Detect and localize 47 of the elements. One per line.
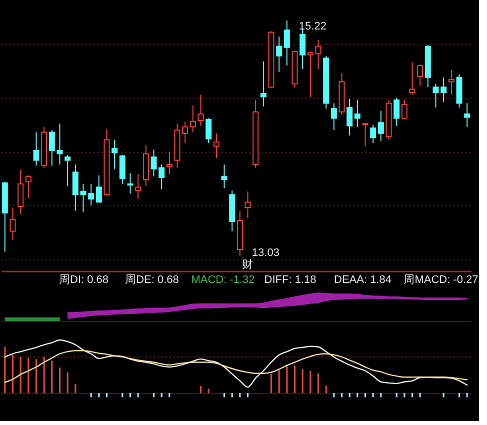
candlestick (260, 60, 266, 107)
candlestick (276, 36, 282, 73)
text: 周MACD: -0.27 (404, 274, 478, 286)
candlestick (378, 110, 384, 142)
candlestick (315, 39, 322, 70)
text: 周DE: 0.68 (125, 274, 179, 286)
candlestick (300, 28, 306, 70)
candlestick (448, 69, 454, 96)
candlestick (18, 169, 24, 215)
candlestick (464, 102, 470, 128)
text: 周DI: 0.68 (59, 274, 109, 286)
candlestick (135, 174, 142, 200)
candlestick (244, 190, 251, 219)
candlestick (10, 207, 16, 240)
annotation: 13.03 (252, 246, 280, 259)
candlestick (330, 102, 337, 131)
candlestick (127, 172, 134, 194)
text: DEAA: 1.84 (334, 274, 392, 286)
candlestick (198, 94, 204, 126)
candlestick (112, 139, 118, 170)
candlestick (354, 100, 360, 128)
candlestick (417, 64, 424, 87)
candlestick (64, 154, 71, 187)
candlestick (206, 118, 212, 144)
candlestick (213, 132, 220, 159)
candlestick (409, 62, 416, 96)
candlestick (72, 164, 78, 212)
candlestick (401, 100, 408, 120)
candlestick (362, 122, 368, 147)
candlestick (119, 154, 126, 184)
candlestick (307, 51, 314, 98)
candlestick (33, 132, 40, 166)
candlestick (284, 20, 290, 66)
candlestick (190, 104, 196, 133)
candlestick (48, 130, 55, 166)
candlestick (96, 174, 102, 203)
candlestick (394, 97, 400, 126)
candlestick (221, 164, 228, 189)
candlestick (56, 123, 63, 166)
candlestick (166, 151, 172, 175)
text: DIFF: 1.18 (264, 274, 316, 286)
annotation: 15.22 (298, 20, 326, 32)
annotation: 财 (242, 258, 253, 271)
candlestick (370, 124, 376, 144)
text: MACD: -1.32 (191, 274, 255, 286)
candlestick (25, 174, 32, 198)
candlestick (346, 98, 353, 136)
